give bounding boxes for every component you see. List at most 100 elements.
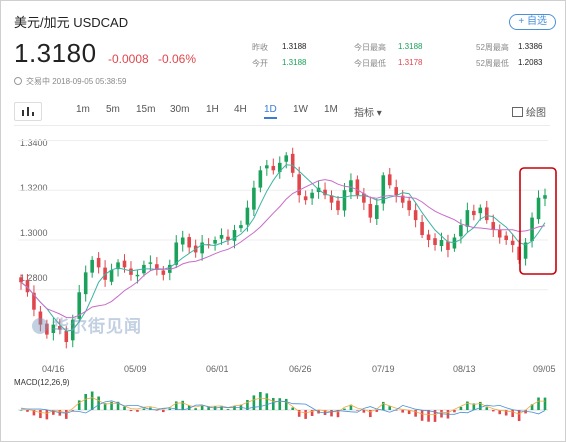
- candle-body: [349, 180, 353, 193]
- candle-body: [491, 222, 496, 231]
- tab-1m-month[interactable]: 1M: [324, 104, 338, 115]
- draw-icon: [512, 107, 523, 117]
- chart-toolbar: 1m 5m 15m 30m 1H 4H 1D 1W 1M 指标 ▾ 绘图: [14, 102, 550, 121]
- macd-histogram-bar: [271, 398, 275, 410]
- macd-histogram-bar: [414, 410, 417, 417]
- logo-icon: [32, 318, 48, 334]
- candle-body: [174, 242, 179, 265]
- candle-body: [45, 323, 49, 335]
- y-tick-label: 1.2800: [20, 273, 48, 283]
- tab-5m[interactable]: 5m: [106, 104, 120, 115]
- candle-body: [426, 234, 431, 240]
- price-change-percent: -0.06%: [158, 52, 197, 66]
- candle-body: [32, 292, 36, 310]
- tab-1m[interactable]: 1m: [76, 104, 90, 115]
- tab-4h[interactable]: 4H: [234, 104, 247, 115]
- candle-body: [64, 330, 69, 343]
- tab-1h[interactable]: 1H: [206, 104, 219, 115]
- macd-histogram-bar: [259, 392, 262, 410]
- candle-body: [245, 207, 250, 225]
- candle-body: [472, 210, 476, 216]
- add-favorite-button[interactable]: + 自选: [509, 14, 556, 30]
- macd-histogram-bar: [265, 393, 269, 410]
- macd-histogram-bar: [246, 400, 249, 410]
- macd-histogram-bar: [349, 404, 353, 410]
- candle-body: [187, 237, 191, 248]
- candle-body: [58, 326, 62, 330]
- x-tick-label: 04/16: [42, 364, 65, 374]
- macd-histogram-bar: [472, 403, 476, 410]
- macd-histogram-bar: [453, 410, 456, 413]
- candle-body: [523, 242, 528, 259]
- macd-histogram-bar: [388, 406, 392, 410]
- candle-body: [323, 189, 327, 196]
- macd-histogram-bar: [32, 410, 36, 416]
- stat-label-52w-high: 52周最高: [476, 43, 509, 52]
- candle-body: [284, 155, 289, 162]
- macd-histogram-bar: [543, 397, 547, 410]
- candle-body: [446, 241, 450, 250]
- macd-histogram-bar: [116, 401, 120, 410]
- draw-button[interactable]: 绘图: [512, 104, 546, 119]
- macd-histogram-bar: [200, 405, 204, 410]
- candle-body: [258, 170, 263, 188]
- macd-histogram-bar: [459, 406, 463, 410]
- candle-body: [310, 192, 314, 199]
- candle-body: [38, 311, 43, 325]
- status-text: 交易中 2018-09-05 05:38:59: [26, 77, 127, 86]
- macd-histogram-bar: [330, 410, 333, 417]
- candle-body: [226, 236, 230, 240]
- candle-body: [478, 207, 483, 214]
- candle-body: [232, 230, 237, 241]
- candle-body: [96, 257, 101, 268]
- indicator-menu[interactable]: 指标 ▾: [354, 108, 382, 119]
- candle-body: [77, 292, 82, 319]
- candle-body: [407, 200, 411, 211]
- candle-body: [504, 235, 508, 240]
- candle-body: [497, 229, 502, 238]
- toolbar-divider: [14, 125, 550, 126]
- pair-title: 美元/加元 USDCAD: [14, 15, 129, 30]
- macd-label: MACD(12,26,9): [14, 378, 70, 387]
- macd-histogram-bar: [504, 410, 508, 416]
- candle-body: [265, 165, 269, 169]
- candle-body: [387, 174, 392, 186]
- candle-body: [51, 324, 56, 333]
- candle-body: [517, 246, 521, 260]
- candle-body: [433, 238, 437, 245]
- tab-1w[interactable]: 1W: [293, 104, 308, 115]
- candle-body: [180, 237, 185, 245]
- macd-histogram-bar: [71, 410, 75, 411]
- x-tick-label: 06/01: [206, 364, 229, 374]
- candle-body: [290, 153, 295, 173]
- macd-histogram-bar: [168, 408, 172, 410]
- macd-histogram-bar: [485, 407, 489, 410]
- candle-body: [543, 195, 547, 199]
- candle-body: [239, 225, 243, 229]
- candle-body: [213, 240, 217, 244]
- stat-label-day-high: 今日最高: [354, 43, 386, 52]
- macd-histogram-bar: [530, 404, 534, 410]
- macd-histogram-bar: [297, 410, 301, 417]
- macd-histogram-bar: [103, 403, 107, 410]
- macd-histogram-bar: [226, 409, 230, 410]
- macd-histogram-bar: [343, 408, 346, 410]
- tab-15m[interactable]: 15m: [136, 104, 156, 115]
- tab-30m[interactable]: 30m: [170, 104, 190, 115]
- x-tick-label: 09/05: [533, 364, 556, 374]
- macd-histogram-bar: [537, 397, 540, 410]
- chart-type-candle-icon[interactable]: [14, 102, 42, 121]
- candle-body: [19, 277, 23, 283]
- macd-histogram-bar: [517, 410, 521, 421]
- macd-histogram-bar: [220, 406, 223, 410]
- macd-histogram-bar: [162, 410, 165, 413]
- candle-body: [135, 274, 140, 277]
- candle-body: [303, 196, 308, 201]
- candle-body: [90, 259, 94, 273]
- tab-1d[interactable]: 1D: [264, 104, 277, 119]
- macd-histogram-bar: [427, 410, 430, 422]
- macd-histogram-bar: [174, 401, 178, 410]
- candle-body: [109, 269, 114, 282]
- macd-histogram-bar: [19, 410, 23, 411]
